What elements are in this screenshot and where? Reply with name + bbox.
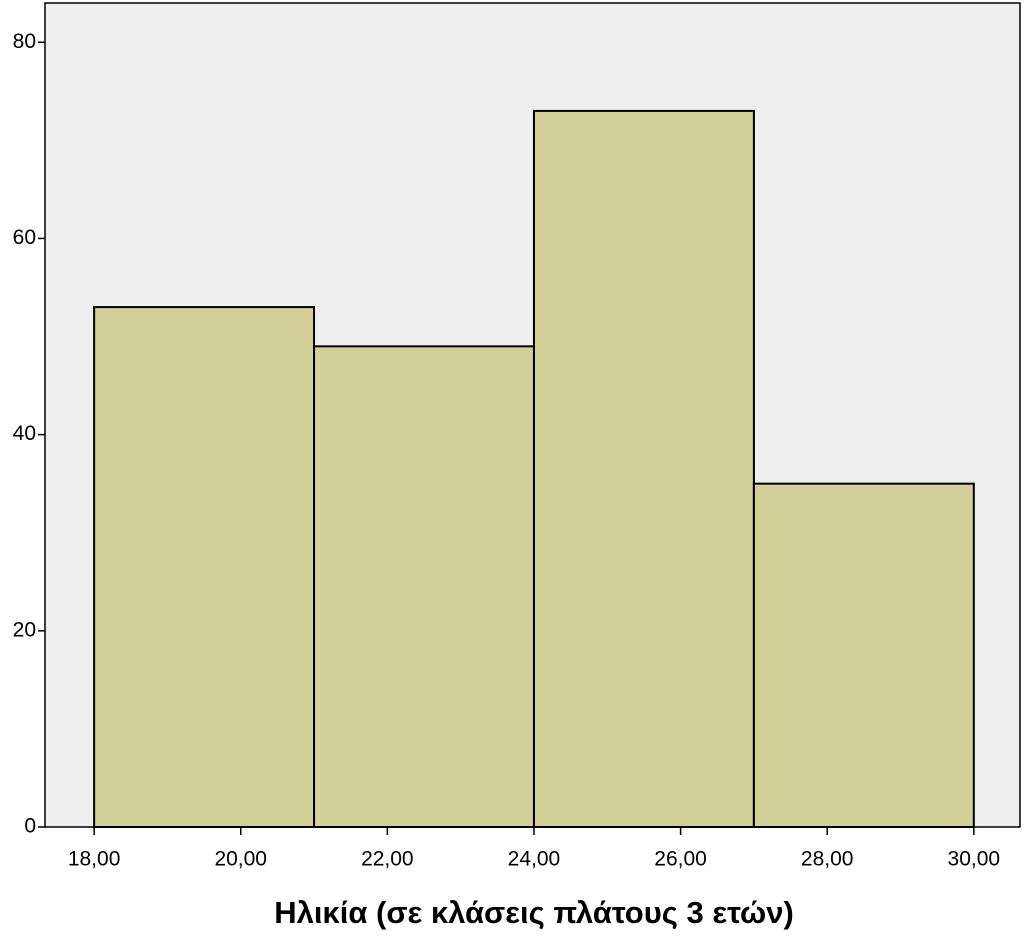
- y-tick-label: 40: [13, 422, 36, 445]
- x-tick-label: 26,00: [654, 848, 707, 871]
- bar: [313, 345, 535, 828]
- y-tick-label: 60: [13, 226, 36, 249]
- x-tick-label: 28,00: [801, 848, 854, 871]
- bar: [752, 482, 975, 828]
- y-tick-label: 0: [24, 815, 36, 838]
- x-tick-label: 24,00: [508, 848, 561, 871]
- y-tick-label: 20: [13, 618, 36, 641]
- x-tick-label: 20,00: [214, 848, 267, 871]
- x-axis-title: Ηλικία (σε κλάσεις πλάτους 3 ετών): [274, 895, 794, 930]
- x-tick-label: 30,00: [948, 848, 1001, 871]
- bar: [93, 306, 316, 829]
- x-tick-label: 22,00: [361, 848, 414, 871]
- x-tick-label: 18,00: [68, 848, 121, 871]
- y-tick-label: 80: [13, 30, 36, 53]
- bar: [532, 109, 755, 828]
